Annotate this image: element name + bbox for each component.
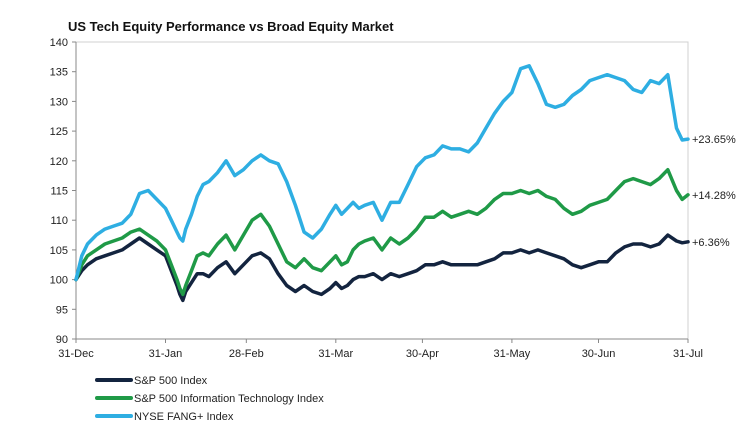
y-tick-label: 105 [50, 245, 68, 257]
y-tick-label: 115 [50, 186, 68, 198]
legend-label: S&P 500 Index [134, 375, 208, 387]
x-tick-label: 28-Feb [229, 348, 264, 360]
y-tick-label: 95 [56, 304, 68, 316]
x-tick-label: 30-Apr [406, 348, 439, 360]
series-line-1 [74, 167, 690, 297]
chart-title: US Tech Equity Performance vs Broad Equi… [68, 19, 394, 34]
x-tick-label: 31-Jul [673, 348, 703, 360]
legend-label: NYSE FANG+ Index [134, 411, 234, 423]
y-tick-label: 110 [50, 215, 68, 227]
y-tick-label: 130 [50, 96, 68, 108]
series-line-2 [74, 64, 690, 282]
series-lines [74, 64, 690, 303]
end-labels: +6.36% +14.28% +23.65% [692, 134, 736, 249]
legend: S&P 500 Index S&P 500 Information Technol… [95, 375, 324, 423]
x-tick-label: 31-Mar [318, 348, 353, 360]
plot-area-frame [75, 41, 689, 340]
series-end-label: +6.36% [692, 237, 730, 249]
y-tick-label: 140 [50, 37, 68, 49]
x-axis-ticks: 31-Dec 31-Jan 28-Feb 31-Mar 30-Apr 31-May 30-J… [58, 339, 703, 360]
x-tick-label: 30-Jun [582, 348, 616, 360]
x-tick-label: 31-May [494, 348, 531, 360]
y-tick-label: 90 [56, 334, 68, 346]
x-tick-label: 31-Jan [149, 348, 183, 360]
y-axis-ticks: 90 95 100 105 110 115 120 125 130 135 140 [50, 37, 76, 346]
y-tick-label: 125 [50, 126, 68, 138]
series-end-label: +14.28% [692, 190, 736, 202]
legend-label: S&P 500 Information Technology Index [134, 393, 324, 405]
y-tick-label: 120 [50, 156, 68, 168]
x-tick-label: 31-Dec [58, 348, 94, 360]
series-end-label: +23.65% [692, 134, 736, 146]
y-tick-label: 100 [50, 275, 68, 287]
series-line-0 [74, 233, 690, 303]
y-tick-label: 135 [50, 67, 68, 79]
